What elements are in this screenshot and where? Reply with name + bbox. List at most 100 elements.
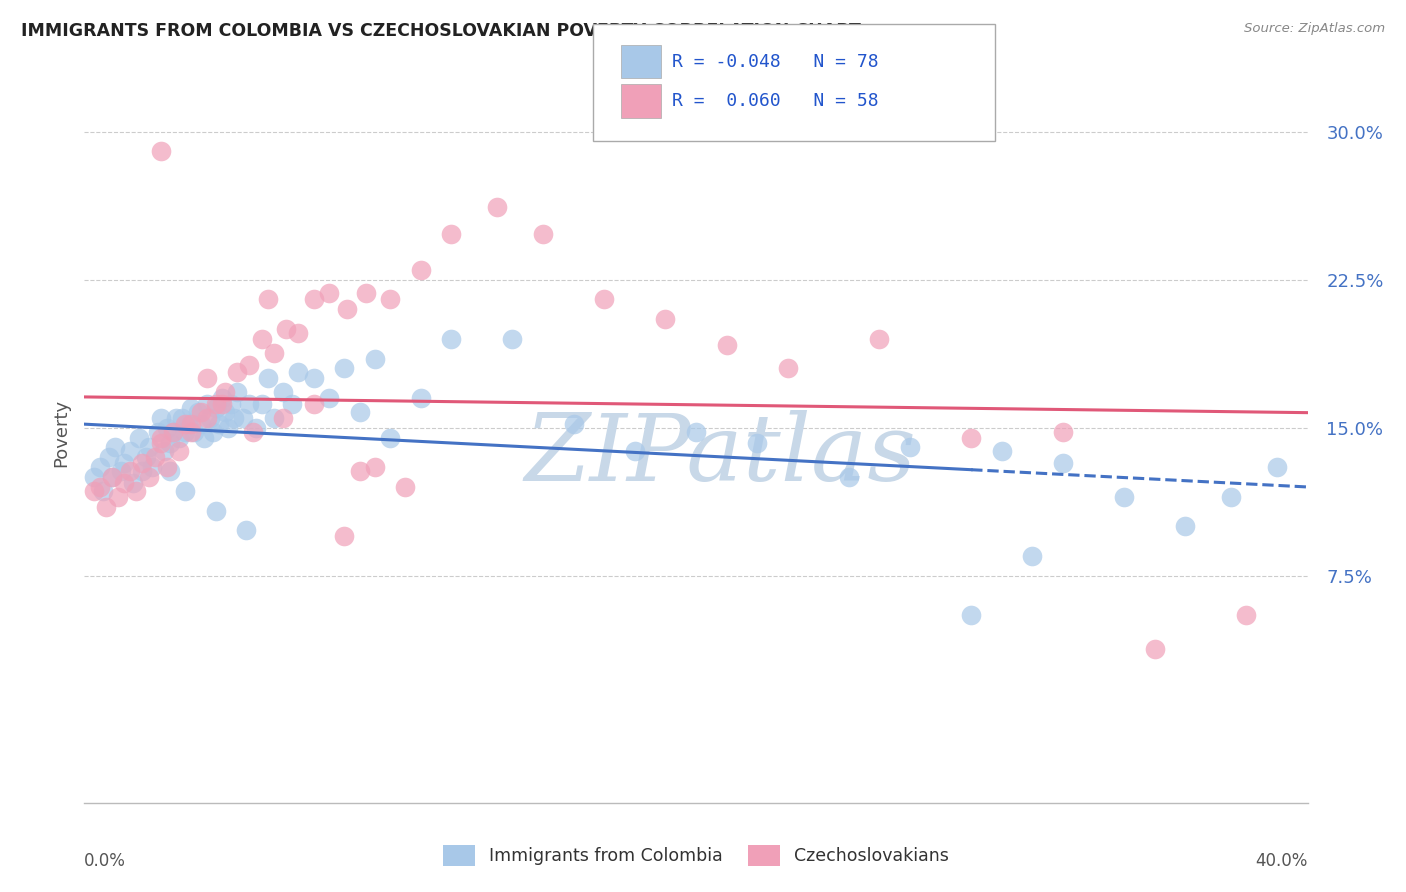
Point [409, 391, 432, 405]
Point [195, 410, 218, 425]
Point [219, 397, 242, 411]
Point [112, 475, 135, 490]
Point [180, 425, 202, 439]
Point [991, 444, 1014, 458]
Point [531, 227, 554, 242]
Point [94, 500, 117, 514]
Point [122, 475, 145, 490]
Point [242, 425, 264, 439]
Point [195, 397, 218, 411]
Point [364, 460, 387, 475]
Point [716, 338, 738, 352]
Legend: Immigrants from Colombia, Czechoslovakians: Immigrants from Colombia, Czechoslovakia… [436, 838, 956, 873]
Point [226, 385, 249, 400]
Point [276, 322, 298, 336]
Point [869, 332, 891, 346]
Point [110, 464, 132, 478]
Point [112, 456, 135, 470]
Point [232, 410, 254, 425]
Point [83, 483, 105, 498]
Point [318, 391, 340, 405]
Point [747, 436, 769, 450]
Point [302, 371, 325, 385]
Point [190, 417, 212, 431]
Point [174, 417, 197, 431]
Point [205, 401, 228, 415]
Point [205, 397, 228, 411]
Point [364, 351, 387, 366]
Point [172, 410, 194, 425]
Point [180, 417, 202, 431]
Point [120, 464, 142, 478]
Point [238, 358, 260, 372]
Text: 40.0%: 40.0% [1256, 852, 1308, 871]
Point [149, 431, 172, 445]
Point [380, 293, 402, 307]
Point [287, 326, 309, 340]
Point [302, 293, 325, 307]
Point [149, 436, 172, 450]
Point [226, 365, 249, 379]
Point [593, 293, 616, 307]
Point [195, 371, 218, 385]
Point [120, 444, 142, 458]
Point [138, 441, 160, 455]
Point [263, 345, 285, 359]
Point [214, 405, 236, 419]
Point [257, 371, 280, 385]
Point [167, 444, 190, 458]
Point [174, 425, 197, 439]
Point [502, 332, 524, 346]
Point [354, 286, 377, 301]
Point [162, 425, 184, 439]
Point [107, 490, 129, 504]
Point [1021, 549, 1043, 563]
Text: R =  0.060   N = 58: R = 0.060 N = 58 [672, 92, 879, 110]
Point [281, 397, 304, 411]
Point [131, 464, 153, 478]
Point [208, 417, 231, 431]
Point [349, 405, 371, 419]
Point [271, 385, 294, 400]
Point [654, 312, 676, 326]
Point [624, 444, 647, 458]
Point [1265, 460, 1288, 475]
Point [159, 464, 181, 478]
Point [1052, 425, 1074, 439]
Point [685, 425, 707, 439]
Point [217, 420, 239, 434]
Point [898, 441, 921, 455]
Point [91, 483, 114, 498]
Point [250, 332, 273, 346]
Point [250, 397, 273, 411]
Point [394, 480, 416, 494]
Point [101, 470, 124, 484]
Point [149, 410, 172, 425]
Point [211, 397, 233, 411]
Point [287, 365, 309, 379]
Point [1220, 490, 1243, 504]
Point [349, 464, 371, 478]
Point [167, 431, 190, 445]
Point [1143, 641, 1166, 656]
Point [156, 420, 179, 434]
Point [104, 441, 127, 455]
Point [162, 425, 184, 439]
Point [224, 410, 246, 425]
Point [201, 425, 224, 439]
Point [97, 450, 120, 465]
Point [156, 460, 179, 475]
Point [125, 483, 148, 498]
Point [211, 391, 233, 405]
Point [198, 410, 221, 425]
Point [177, 417, 200, 431]
Point [318, 286, 340, 301]
Point [193, 431, 215, 445]
Point [143, 450, 166, 465]
Point [235, 524, 257, 538]
Point [333, 361, 356, 376]
Point [165, 410, 187, 425]
Point [245, 420, 267, 434]
Point [205, 503, 228, 517]
Text: Source: ZipAtlas.com: Source: ZipAtlas.com [1244, 22, 1385, 36]
